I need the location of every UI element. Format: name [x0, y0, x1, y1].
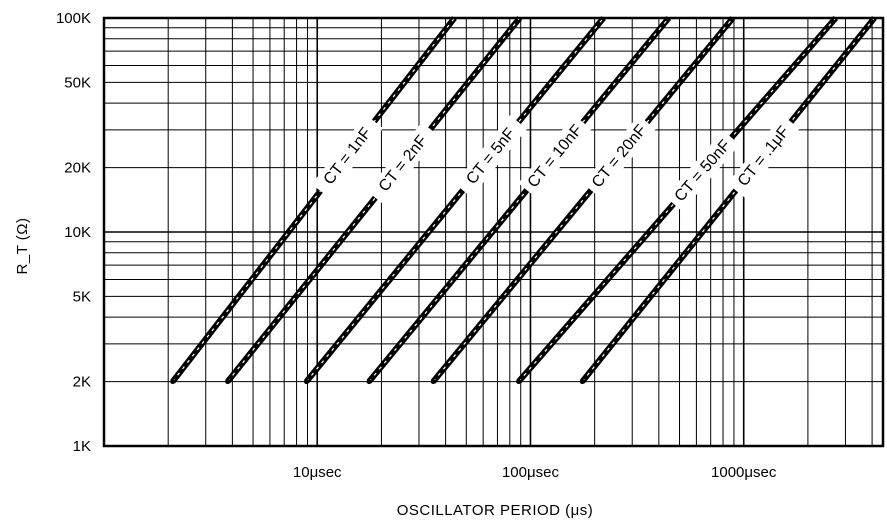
series-lines — [170, 16, 877, 385]
y-tick-label: 1K — [73, 438, 91, 455]
x-tick-label: 1000μsec — [711, 464, 777, 481]
series-line-hatch — [432, 17, 734, 382]
series-line — [225, 16, 523, 385]
series-label-bg — [518, 115, 592, 198]
series-endpoint — [366, 379, 372, 385]
series-label: CT = 20nF — [589, 122, 650, 191]
series-label-bg — [454, 115, 527, 198]
series-label: CT = 1nF — [321, 125, 376, 188]
y-tick-label: 5K — [73, 288, 91, 305]
series-label-bg — [366, 122, 439, 205]
series-line — [303, 16, 606, 385]
series-label: CT = 50nF — [672, 137, 735, 205]
x-axis-title: OSCILLATOR PERIOD (μs) — [397, 502, 594, 519]
series-endpoint — [170, 379, 176, 385]
y-tick-label: 2K — [73, 374, 91, 391]
series-label-bg — [665, 130, 740, 212]
series-endpoint — [516, 379, 522, 385]
series-label-bg — [311, 114, 384, 198]
series-line — [366, 16, 672, 385]
grid — [104, 18, 883, 446]
series-line-hatch — [581, 17, 875, 382]
x-tick-labels: 10μsec 100μsec 1000μsec — [293, 464, 777, 481]
y-tick-labels: 1K 2K 5K 10K 20K 50K 100K — [56, 10, 91, 455]
y-tick-label: 50K — [64, 74, 91, 91]
x-tick-label: 10μsec — [293, 464, 342, 481]
y-tick-label: 10K — [64, 224, 91, 241]
series-endpoint — [225, 379, 231, 385]
series-label-bg — [727, 114, 800, 198]
series-labels: CT = 1nF CT = 2nF CT = 5nF CT = 10nF CT = 20… — [311, 114, 800, 212]
series-line — [430, 16, 736, 385]
y-tick-label: 100K — [56, 10, 91, 27]
x-tick-label: 100μsec — [502, 464, 560, 481]
series-label-bg — [582, 115, 656, 198]
series-line-outer — [170, 16, 457, 384]
series-endpoint — [303, 379, 309, 385]
series-line — [170, 16, 457, 385]
y-axis-title: R_T (Ω) — [14, 218, 31, 275]
series-label: CT = 10nF — [525, 122, 586, 191]
series-label: CT = 5nF — [463, 125, 519, 188]
series-line — [579, 16, 877, 385]
y-tick-label: 20K — [64, 160, 91, 177]
series-label: CT = 2nF — [376, 132, 431, 195]
series-line-hatch — [368, 17, 670, 382]
series-line-hatch — [305, 17, 604, 382]
series-endpoint — [579, 379, 585, 385]
plot-frame — [102, 16, 885, 448]
series-line-hatch — [227, 17, 521, 382]
series-endpoint — [430, 379, 436, 385]
